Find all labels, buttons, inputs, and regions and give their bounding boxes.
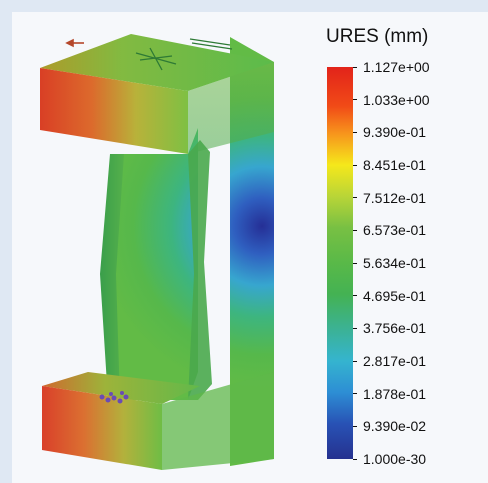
viewport: URES (mm) 1.127e+00 1.033e+00 9.390e-01 … (12, 12, 488, 483)
legend-tick: 1.127e+00 (353, 58, 430, 76)
fea-result-model (40, 34, 274, 470)
legend-tick: 3.756e-01 (353, 319, 426, 337)
web-back (106, 128, 198, 400)
fixture-markers (99, 391, 129, 404)
legend-tick: 1.033e+00 (353, 91, 430, 109)
body-right-face (230, 37, 274, 466)
top-block-front-face (40, 68, 188, 154)
bottom-block-front-face (42, 386, 162, 470)
legend-tick: 7.512e-01 (353, 189, 426, 207)
top-block-side-face (188, 62, 274, 154)
legend-tick: 4.695e-01 (353, 287, 426, 305)
legend-tick: 9.390e-01 (353, 123, 426, 141)
legend-tick: 6.573e-01 (353, 221, 426, 239)
legend-ticks: 1.127e+00 1.033e+00 9.390e-01 8.451e-01 … (353, 59, 483, 467)
legend-tick: 1.878e-01 (353, 385, 426, 403)
direction-arrow-icon (65, 38, 84, 48)
inner-left-flange (100, 154, 124, 400)
legend-tick: 1.000e-30 (353, 450, 426, 468)
color-scale-bar (327, 67, 353, 459)
legend-tick: 2.817e-01 (353, 352, 426, 370)
legend-tick: 5.634e-01 (353, 254, 426, 272)
legend-tick: 8.451e-01 (353, 156, 426, 174)
inner-right-edge (188, 140, 212, 400)
top-block-top-face (40, 34, 274, 91)
bottom-block-side-face (162, 372, 274, 470)
legend-title: URES (mm) (326, 26, 429, 47)
legend-tick: 9.390e-02 (353, 417, 426, 435)
load-arrows (135, 38, 233, 71)
bottom-block-top-face (42, 372, 200, 404)
